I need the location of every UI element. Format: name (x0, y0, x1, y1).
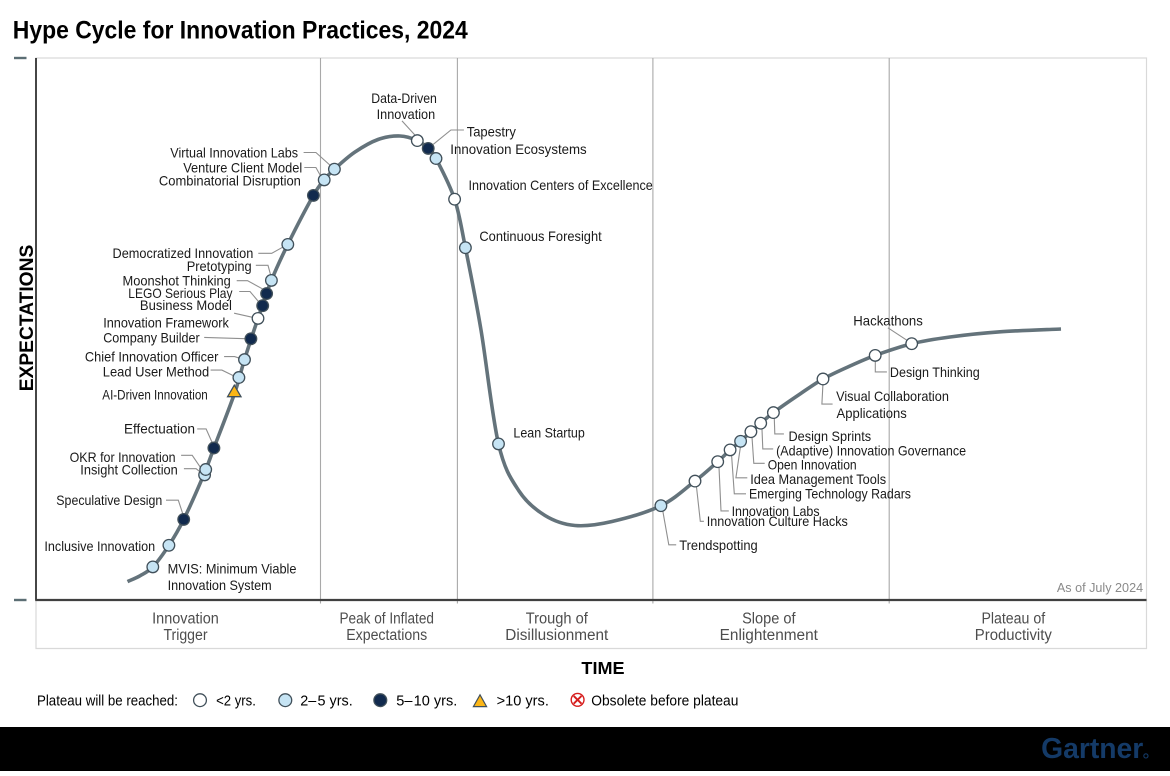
svg-text:Trendspotting: Trendspotting (679, 538, 758, 553)
svg-text:Pretotyping: Pretotyping (187, 259, 252, 274)
svg-text:Company Builder: Company Builder (103, 330, 200, 345)
svg-text:Democratized Innovation: Democratized Innovation (113, 246, 254, 261)
svg-text:2– 5 yrs.: 2– 5 yrs. (300, 693, 352, 710)
svg-text:Virtual Innovation Labs: Virtual Innovation Labs (170, 145, 298, 160)
svg-text:Lean Startup: Lean Startup (513, 426, 585, 441)
svg-text:Venture Client Model: Venture Client Model (183, 160, 302, 175)
svg-text:LEGO Serious Play: LEGO Serious Play (128, 286, 232, 301)
svg-text:Effectuation: Effectuation (124, 421, 195, 436)
svg-text:>10 yrs.: >10 yrs. (497, 693, 549, 710)
svg-text:OKR for Innovation: OKR for Innovation (70, 450, 176, 465)
svg-text:Continuous Foresight: Continuous Foresight (479, 229, 601, 244)
svg-text:Tapestry: Tapestry (467, 125, 516, 140)
svg-text:Disillusionment: Disillusionment (505, 627, 609, 644)
svg-text:Obsolete before plateau: Obsolete before plateau (591, 693, 738, 710)
svg-text:Emerging Technology Radars: Emerging Technology Radars (749, 487, 911, 502)
svg-text:Idea Management Tools: Idea Management Tools (750, 472, 886, 487)
svg-text:Trough of: Trough of (526, 610, 589, 627)
svg-text:Hackathons: Hackathons (853, 313, 923, 328)
svg-text:Innovation Culture Hacks: Innovation Culture Hacks (707, 514, 848, 529)
svg-text:<2 yrs.: <2 yrs. (216, 693, 256, 710)
svg-text:Design Sprints: Design Sprints (789, 429, 872, 444)
svg-text:Enlightenment: Enlightenment (720, 627, 819, 644)
svg-text:As of July 2024: As of July 2024 (1057, 580, 1143, 595)
svg-text:Slope of: Slope of (742, 610, 796, 627)
svg-text:Plateau will be reached:: Plateau will be reached: (37, 693, 178, 710)
svg-text:Trigger: Trigger (163, 627, 207, 644)
svg-text:Expectations: Expectations (346, 627, 427, 644)
svg-text:Innovation Framework: Innovation Framework (103, 315, 229, 330)
svg-text:Insight Collection: Insight Collection (80, 463, 178, 478)
svg-text:Data-Driven: Data-Driven (371, 91, 437, 106)
svg-text:5– 10 yrs.: 5– 10 yrs. (396, 693, 457, 710)
svg-text:EXPECTATIONS: EXPECTATIONS (17, 245, 38, 392)
svg-text:(Adaptive) Innovation Governan: (Adaptive) Innovation Governance (776, 443, 966, 458)
svg-text:Speculative Design: Speculative Design (56, 493, 162, 508)
svg-text:AI-Driven Innovation: AI-Driven Innovation (102, 387, 208, 402)
svg-text:Moonshot Thinking: Moonshot Thinking (123, 274, 231, 289)
svg-text:Innovation System: Innovation System (168, 578, 272, 593)
svg-text:Innovation: Innovation (152, 610, 219, 627)
svg-text:Hype Cycle for Innovation Prac: Hype Cycle for Innovation Practices, 202… (13, 17, 468, 44)
svg-text:Lead User Method: Lead User Method (103, 364, 209, 379)
svg-text:Gartner: Gartner (1041, 733, 1143, 765)
svg-text:Innovation Centers of Excellen: Innovation Centers of Excellence (469, 178, 654, 193)
svg-text:Innovation Labs: Innovation Labs (732, 504, 820, 519)
svg-text:Inclusive Innovation: Inclusive Innovation (44, 539, 155, 554)
svg-text:Innovation: Innovation (377, 107, 436, 122)
svg-text:Visual Collaboration: Visual Collaboration (836, 389, 949, 404)
svg-text:TIME: TIME (581, 658, 624, 678)
svg-text:Open Innovation: Open Innovation (768, 458, 857, 473)
svg-text:Combinatorial Disruption: Combinatorial Disruption (159, 174, 301, 189)
svg-text:Business Model: Business Model (140, 298, 232, 313)
svg-text:Design Thinking: Design Thinking (890, 365, 980, 380)
svg-text:Productivity: Productivity (975, 627, 1052, 644)
svg-text:Innovation Ecosystems: Innovation Ecosystems (450, 142, 586, 157)
svg-text:Chief Innovation Officer: Chief Innovation Officer (85, 350, 219, 365)
svg-text:Applications: Applications (837, 406, 907, 421)
svg-text:MVIS: Minimum Viable: MVIS: Minimum Viable (168, 561, 297, 576)
svg-text:Plateau of: Plateau of (981, 610, 1045, 627)
svg-text:Peak of Inflated: Peak of Inflated (339, 610, 434, 627)
